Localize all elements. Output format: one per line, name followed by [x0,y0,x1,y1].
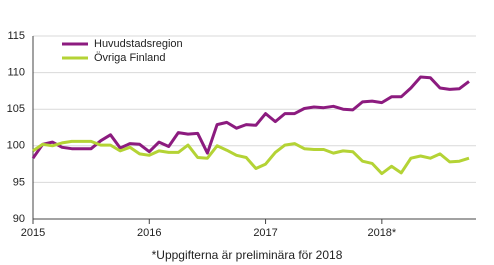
legend-label: Huvudstadsregion [94,38,183,50]
y-tick-label: 115 [7,30,25,42]
series-line [32,139,470,176]
y-tick-label: 95 [13,176,25,188]
x-tick-label: 2016 [137,227,161,239]
series-line [31,75,470,160]
legend-label: Övriga Finland [94,52,166,64]
footnote: *Uppgifterna är preliminära för 2018 [152,248,343,262]
y-tick-label: 90 [13,213,25,225]
y-tick-label: 100 [7,140,25,152]
x-tick-label: 2018* [367,227,396,239]
x-tick-label: 2017 [253,227,277,239]
x-tick-label: 2015 [21,227,45,239]
y-tick-label: 105 [7,103,25,115]
y-tick-label: 110 [7,67,25,79]
